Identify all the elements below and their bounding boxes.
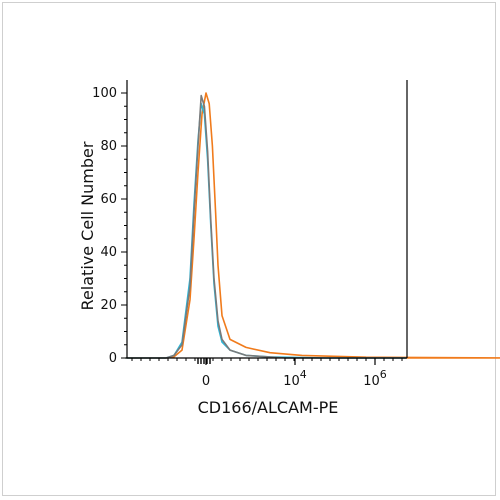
y-tick-label: 80 — [100, 139, 117, 154]
y-tick-label: 60 — [100, 192, 117, 207]
y-tick-label: 100 — [92, 86, 117, 101]
x-axis-title: CD166/ALCAM-PE — [198, 398, 339, 417]
x-axis-ticks: 0 104 106 — [202, 368, 387, 389]
plot-axes — [121, 80, 408, 365]
y-tick-label: 0 — [109, 351, 117, 366]
y-axis-title: Relative Cell Number — [78, 141, 97, 310]
y-axis-ticks: 0 20 40 60 80 100 — [92, 86, 117, 366]
y-tick-label: 40 — [100, 245, 117, 260]
histogram-curves — [125, 92, 500, 359]
x-tick-label: 104 — [283, 368, 307, 389]
y-tick-label: 20 — [100, 298, 117, 313]
histogram-series-2 — [125, 102, 406, 359]
histogram-series-1 — [125, 92, 500, 359]
histogram-series-3 — [125, 94, 406, 359]
x-tick-label: 106 — [363, 368, 387, 389]
x-tick-label: 0 — [202, 374, 210, 389]
figure-frame — [2, 2, 496, 496]
